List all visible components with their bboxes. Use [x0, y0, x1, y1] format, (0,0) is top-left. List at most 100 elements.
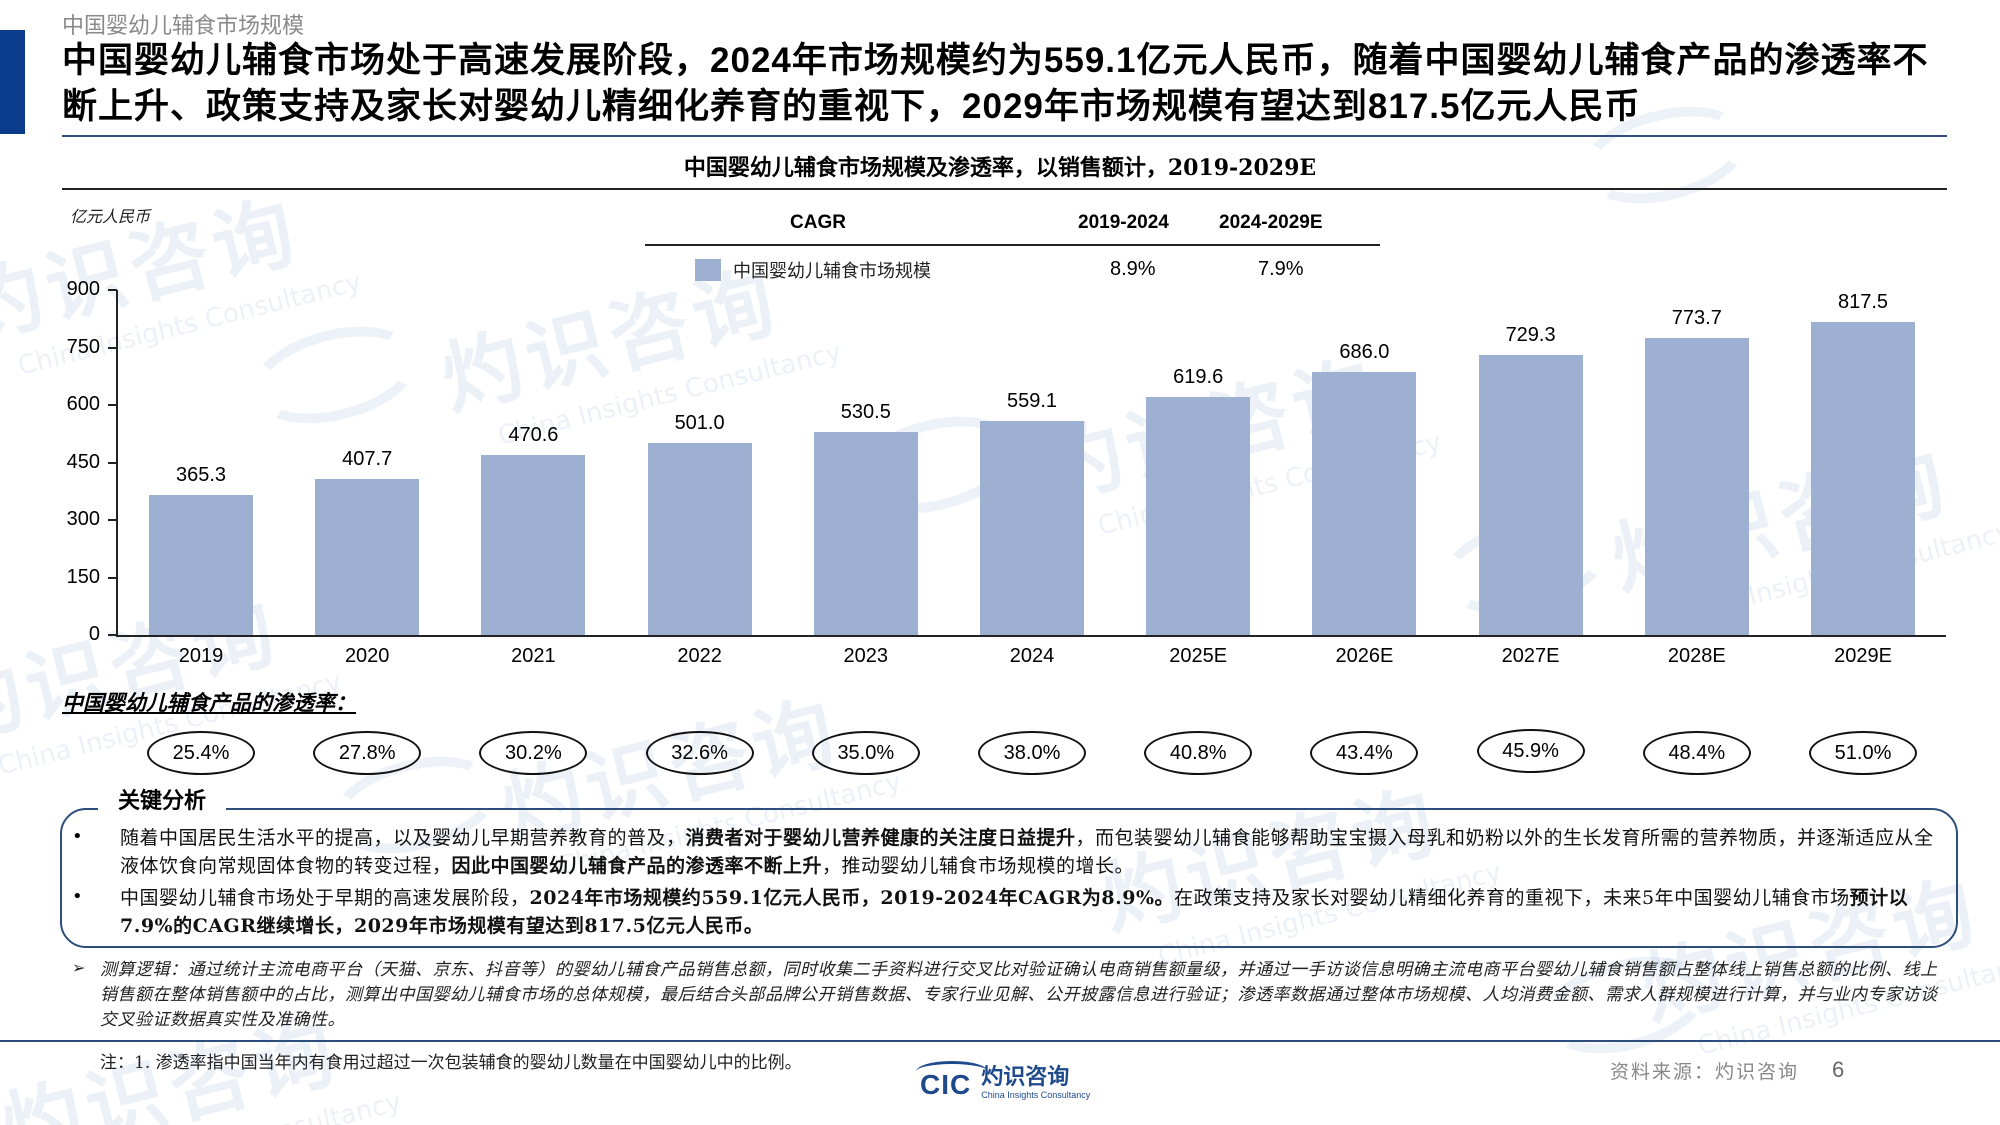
analysis-title: 关键分析: [98, 783, 227, 815]
x-axis: [116, 635, 1946, 637]
cagr-period-2: 2024-2029E: [1219, 212, 1323, 233]
x-tick-label: 2019: [178, 645, 224, 667]
bar-value-label: 470.6: [508, 423, 559, 446]
bar-value-label: 559.1: [1006, 389, 1058, 412]
body-text: ，推动婴幼儿辅食市场规模的增长。: [822, 855, 1135, 877]
bar: [315, 478, 420, 635]
cic-logo-mark: CIC: [915, 1061, 989, 1101]
bar-value-label: 686.0: [1339, 341, 1390, 364]
bar-value-label: 407.7: [342, 447, 393, 470]
y-tick-label: 300: [66, 508, 100, 530]
y-tick: [108, 519, 117, 521]
x-tick-label: 2027E: [1501, 645, 1560, 667]
y-tick-label: 600: [66, 393, 100, 415]
bar: [149, 494, 253, 635]
bar: [481, 454, 586, 635]
x-tick-label: 2022: [677, 645, 722, 667]
bar-value-label: 619.6: [1173, 366, 1224, 389]
x-tick-label: 2025E: [1169, 645, 1228, 667]
cagr-divider: [645, 244, 1380, 246]
methodology-note: 测算逻辑：通过统计主流电商平台（天猫、京东、抖音等）的婴幼儿辅食产品销售总额，同…: [100, 960, 1938, 1030]
y-tick: [108, 634, 117, 636]
arrow-bullet-icon: ➢: [72, 958, 86, 977]
penetration-rate-oval: 27.8%: [313, 731, 422, 775]
y-axis-unit: 亿元人民币: [70, 207, 151, 226]
legend-swatch: [695, 259, 721, 281]
accent-bar: [0, 30, 25, 134]
penetration-rate-oval: 30.2%: [479, 731, 588, 775]
penetration-rate-oval: 25.4%: [147, 731, 255, 775]
penetration-rate-oval: 38.0%: [978, 731, 1086, 775]
penetration-rate-oval: 40.8%: [1144, 731, 1253, 775]
penetration-rate-oval: 45.9%: [1476, 729, 1585, 773]
footer-divider: [0, 1040, 2000, 1042]
analysis-box: [60, 808, 1958, 948]
bar: [813, 431, 918, 635]
bar-value-label: 817.5: [1837, 290, 1889, 313]
cagr-value-2: 7.9%: [1258, 258, 1304, 280]
body-text: ，而包装婴幼儿辅食能够帮助宝宝摄入母乳和奶粉以外的生长发育所需的营养物质，并逐渐…: [120, 827, 1934, 877]
cic-logo: CIC 灼识咨询 China Insights Consultancy: [915, 1061, 1091, 1101]
bar: [1478, 355, 1583, 635]
bar: [1644, 338, 1749, 635]
bar: [1312, 372, 1417, 635]
x-tick-label: 2020: [344, 645, 390, 667]
section-title: 中国婴幼儿辅食市场规模: [62, 14, 305, 39]
y-tick-label: 150: [66, 565, 100, 588]
x-tick-label: 2029E: [1834, 645, 1892, 667]
bar: [1146, 397, 1251, 635]
penetration-rate-oval: 43.4%: [1310, 731, 1419, 775]
emphasis-text: 2024年市场规模约559.1亿元人民币，2019-2024年CAGR为8.9%…: [529, 887, 1175, 909]
emphasis-text: 消费者对于婴幼儿营养健康的关注度日益提升: [685, 827, 1076, 849]
analysis-item-2: 中国婴幼儿辅食市场处于早期的高速发展阶段，2024年市场规模约559.1亿元人民…: [120, 884, 1950, 940]
bar-value-label: 501.0: [674, 411, 725, 434]
legend-label: 中国婴幼儿辅食市场规模: [733, 261, 931, 282]
emphasis-text: 预计以7.9%的CAGR继续增长，2029年市场规模有望达到817.5亿元人民币…: [120, 887, 1909, 937]
emphasis-text: 因此中国婴幼儿辅食产品的渗透率不断上升: [451, 855, 823, 877]
body-text: 中国婴幼儿辅食市场处于早期的高速发展阶段，: [120, 887, 530, 909]
y-tick: [108, 289, 117, 291]
cagr-value-1: 8.9%: [1110, 258, 1156, 280]
body-text: 随着中国居民生活水平的提高，以及婴幼儿早期营养教育的普及，: [120, 827, 686, 849]
x-tick-label: 2021: [511, 645, 556, 667]
x-tick-label: 2023: [843, 645, 889, 667]
bar-value-label: 365.3: [175, 463, 227, 486]
y-tick-label: 750: [66, 335, 100, 358]
source-label: 资料来源：灼识咨询: [1610, 1061, 1800, 1083]
bar-value-label: 773.7: [1671, 307, 1722, 330]
y-tick: [108, 576, 117, 579]
footnote: 注：1. 渗透率指中国当年内有食用过超过一次包装辅食的婴幼儿数量在中国婴幼儿中的…: [100, 1053, 802, 1073]
y-tick-label: 450: [66, 450, 100, 473]
chart-title-divider: [62, 188, 1947, 190]
penetration-rate-oval: 32.6%: [645, 731, 754, 775]
body-text: 在政策支持及家长对婴幼儿精细化养育的重视下，未来5年中国婴幼儿辅食市场: [1174, 887, 1850, 909]
bar-value-label: 729.3: [1505, 324, 1556, 347]
logo-chinese-name: 灼识咨询: [981, 1065, 1070, 1090]
x-tick-label: 2028E: [1667, 645, 1726, 667]
y-tick-label: 0: [88, 623, 100, 645]
chart-title: 中国婴幼儿辅食市场规模及渗透率，以销售额计，2019-2029E: [683, 155, 1317, 181]
y-tick: [108, 461, 117, 464]
bar: [1811, 321, 1915, 635]
penetration-rate-oval: 35.0%: [811, 731, 920, 775]
cagr-period-1: 2019-2024: [1078, 212, 1169, 233]
watermark-cic-logo: [241, 310, 429, 440]
x-tick-label: 2026E: [1335, 645, 1394, 667]
penetration-rate-oval: 51.0%: [1809, 731, 1917, 775]
analysis-item-1: 随着中国居民生活水平的提高，以及婴幼儿早期营养教育的普及，消费者对于婴幼儿营养健…: [120, 824, 1950, 880]
header-divider: [62, 135, 1947, 137]
y-tick-label: 900: [66, 278, 100, 300]
bullet-icon: •: [72, 886, 83, 907]
page-number: 6: [1832, 1057, 1845, 1082]
cagr-header: CAGR: [790, 212, 846, 233]
y-axis: [116, 290, 118, 636]
penetration-title: 中国婴幼儿辅食产品的渗透率：: [62, 690, 356, 715]
bullet-icon: •: [72, 826, 83, 847]
y-tick: [108, 346, 117, 349]
logo-english-name: China Insights Consultancy: [981, 1090, 1091, 1100]
y-tick: [108, 404, 117, 406]
bar: [980, 420, 1084, 635]
penetration-rate-oval: 48.4%: [1642, 731, 1751, 775]
page-headline: 中国婴幼儿辅食市场处于高速发展阶段，2024年市场规模约为559.1亿元人民币，…: [62, 40, 1929, 127]
x-tick-label: 2024: [1009, 645, 1055, 667]
